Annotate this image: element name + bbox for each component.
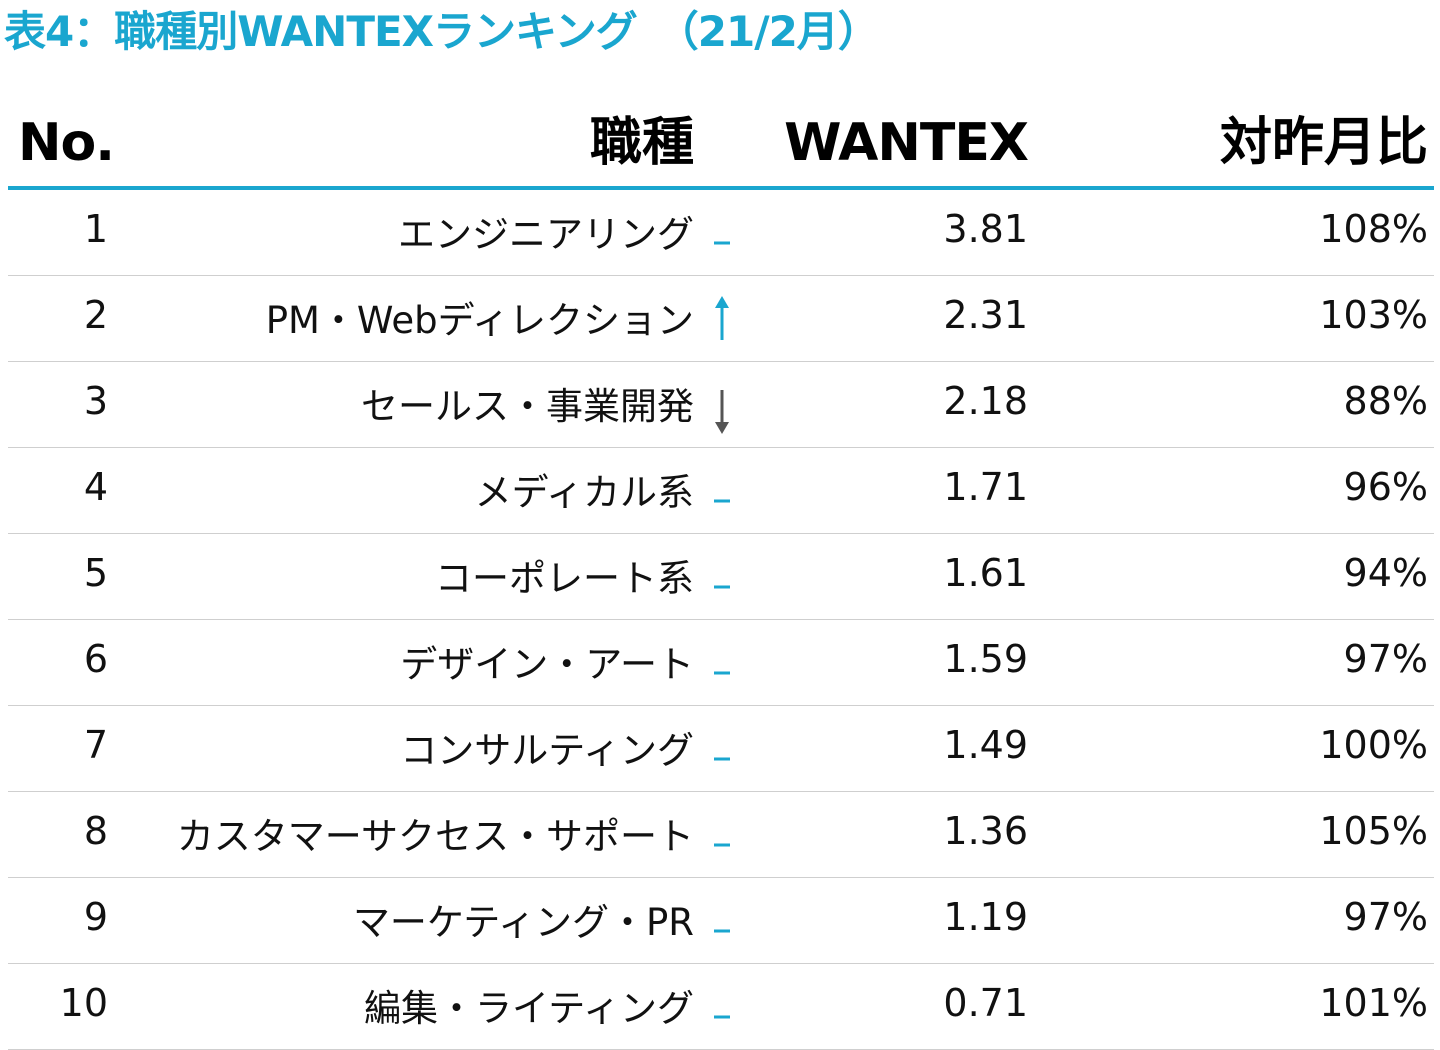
month-ratio: 103% bbox=[1319, 293, 1428, 337]
wantex-value: 1.49 bbox=[943, 723, 1028, 767]
month-ratio: 100% bbox=[1319, 723, 1428, 767]
wantex-value: 1.36 bbox=[943, 809, 1028, 853]
wantex-value: 2.31 bbox=[943, 293, 1028, 337]
rank-number: 7 bbox=[83, 723, 108, 767]
job-category: セールス・事業開発 bbox=[361, 385, 694, 428]
table-row: 4 メディカル系 1.71 96% bbox=[8, 448, 1434, 534]
job-category: コーポレート系 bbox=[435, 557, 694, 600]
table-row: 3 セールス・事業開発 2.18 88% bbox=[8, 362, 1434, 448]
wantex-value: 1.61 bbox=[943, 551, 1028, 595]
job-category: PM・Webディレクション bbox=[265, 299, 694, 342]
job-category: カスタマーサクセス・サポート bbox=[176, 815, 694, 858]
month-ratio: 101% bbox=[1319, 981, 1428, 1025]
wantex-value: 3.81 bbox=[943, 207, 1028, 251]
dash-icon bbox=[708, 978, 736, 1040]
table-row: 5 コーポレート系 1.61 94% bbox=[8, 534, 1434, 620]
rank-number: 6 bbox=[83, 637, 108, 681]
table-row: 9 マーケティング・PR 1.19 97% bbox=[8, 878, 1434, 964]
month-ratio: 96% bbox=[1343, 465, 1428, 509]
dash-icon bbox=[708, 204, 736, 266]
table-body: 1 エンジニアリング 3.81 108% 2 PM・Webディレクション 2.31 103% 3… bbox=[8, 190, 1434, 1050]
dash-icon bbox=[708, 892, 736, 954]
table-row: 7 コンサルティング 1.49 100% bbox=[8, 706, 1434, 792]
table-title: 表4：職種別WANTEXランキング （21/2月） bbox=[4, 7, 880, 56]
rank-number: 1 bbox=[83, 207, 108, 251]
header-wantex: WANTEX bbox=[784, 113, 1029, 173]
job-category: 編集・ライティング bbox=[363, 987, 694, 1030]
rank-number: 8 bbox=[83, 809, 108, 853]
arrow-down-icon bbox=[708, 376, 736, 438]
rank-number: 2 bbox=[83, 293, 108, 337]
arrow-up-icon bbox=[708, 290, 736, 352]
wantex-value: 0.71 bbox=[943, 981, 1028, 1025]
job-category: デザイン・アート bbox=[400, 643, 694, 686]
rank-number: 10 bbox=[59, 981, 108, 1025]
header-no: No. bbox=[18, 113, 115, 173]
header-ratio: 対昨月比 bbox=[1219, 113, 1428, 173]
month-ratio: 97% bbox=[1343, 637, 1428, 681]
dash-icon bbox=[708, 720, 736, 782]
job-category: マーケティング・PR bbox=[352, 901, 694, 944]
month-ratio: 108% bbox=[1319, 207, 1428, 251]
dash-icon bbox=[708, 806, 736, 868]
job-category: コンサルティング bbox=[400, 729, 694, 772]
dash-icon bbox=[708, 548, 736, 610]
wantex-value: 1.59 bbox=[943, 637, 1028, 681]
table-row: 2 PM・Webディレクション 2.31 103% bbox=[8, 276, 1434, 362]
table-row: 8 カスタマーサクセス・サポート 1.36 105% bbox=[8, 792, 1434, 878]
header-job: 職種 bbox=[589, 113, 694, 173]
table-header: No. 職種 WANTEX 対昨月比 bbox=[8, 100, 1434, 190]
dash-icon bbox=[708, 634, 736, 696]
rank-number: 9 bbox=[83, 895, 108, 939]
month-ratio: 88% bbox=[1343, 379, 1428, 423]
dash-icon bbox=[708, 462, 736, 524]
wantex-value: 2.18 bbox=[943, 379, 1028, 423]
rank-number: 5 bbox=[83, 551, 108, 595]
rank-number: 3 bbox=[83, 379, 108, 423]
ranking-table: No. 職種 WANTEX 対昨月比 1 エンジニアリング 3.81 108% 2 PM・… bbox=[8, 100, 1434, 1050]
wantex-value: 1.71 bbox=[943, 465, 1028, 509]
table-row: 10 編集・ライティング 0.71 101% bbox=[8, 964, 1434, 1050]
month-ratio: 94% bbox=[1343, 551, 1428, 595]
job-category: エンジニアリング bbox=[398, 213, 694, 256]
table-row: 1 エンジニアリング 3.81 108% bbox=[8, 190, 1434, 276]
job-category: メディカル系 bbox=[474, 471, 694, 514]
table-row: 6 デザイン・アート 1.59 97% bbox=[8, 620, 1434, 706]
wantex-value: 1.19 bbox=[943, 895, 1028, 939]
month-ratio: 105% bbox=[1319, 809, 1428, 853]
month-ratio: 97% bbox=[1343, 895, 1428, 939]
rank-number: 4 bbox=[83, 465, 108, 509]
